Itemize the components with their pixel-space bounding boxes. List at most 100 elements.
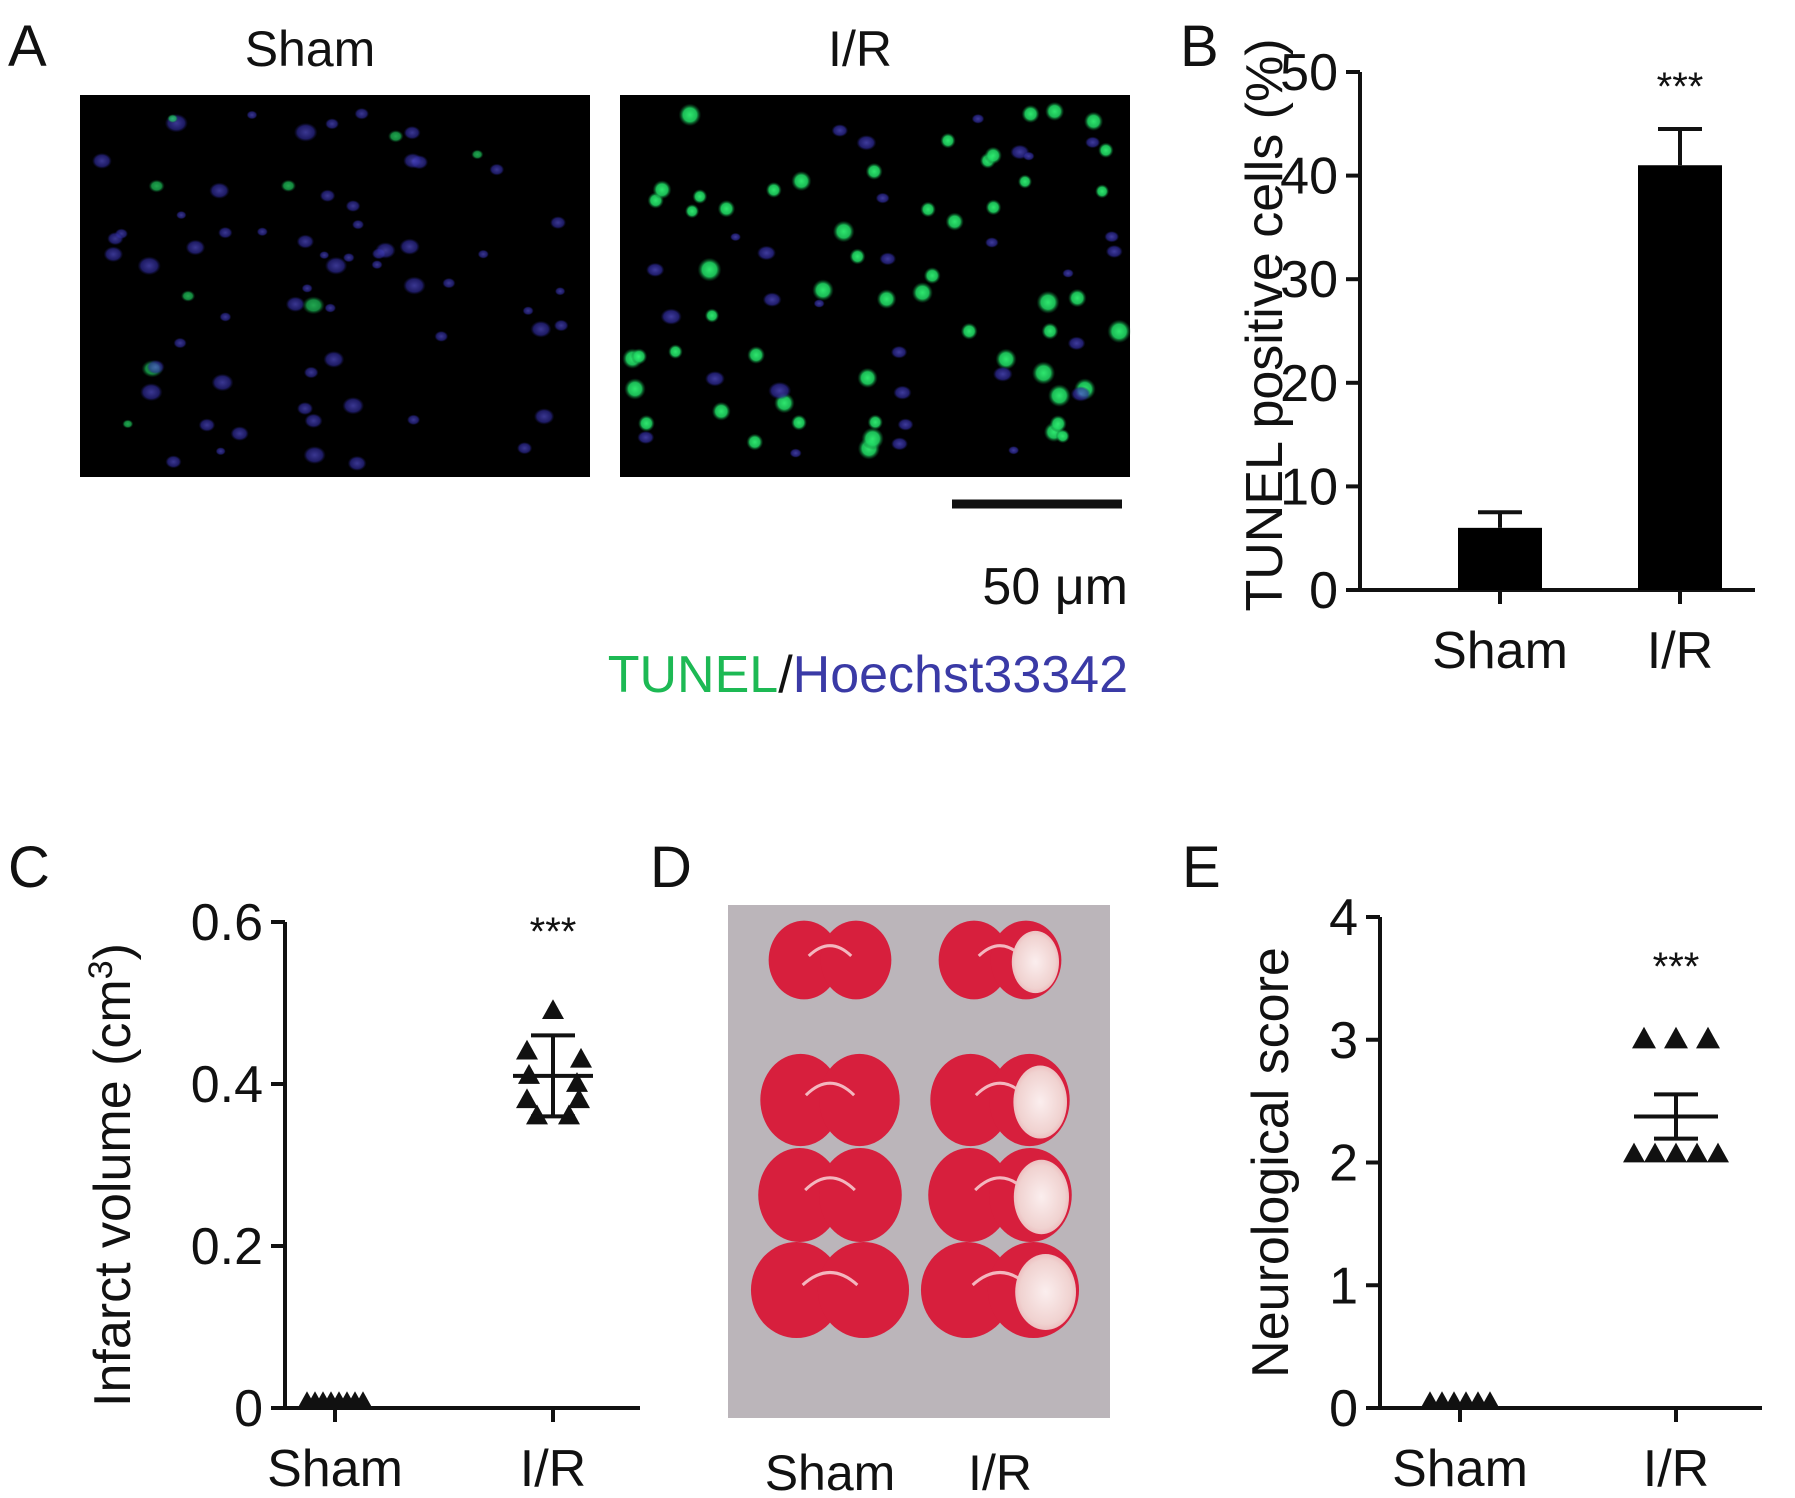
nucleus-hoechst [230,426,249,441]
nucleus-tunel [167,114,179,123]
y-axis-label-text: Infarct volume (cm [84,979,142,1407]
col-label-sham: Sham [245,21,376,77]
hemisphere-right [820,920,892,1000]
nucleus-hoechst [218,226,233,239]
nucleus-hoechst [325,118,340,130]
data-point-ir [1623,1142,1645,1163]
nucleus-hoechst [489,163,505,176]
nucleus-hoechst [971,113,985,124]
stain-legend-tunel: TUNEL [608,646,778,704]
nucleus-hoechst [533,408,555,425]
y-tick-label: 50 [1280,44,1338,102]
nucleus-hoechst [198,418,216,432]
scale-bar-label: 50 μm [982,558,1128,616]
nucleus-tunel [711,401,731,421]
nucleus-hoechst [92,152,112,169]
nucleus-hoechst [303,446,326,465]
y-tick-label: 0.2 [191,1218,263,1276]
brain-slice-sham [758,1147,902,1243]
nucleus-hoechst [209,182,230,199]
chart-infarct-volume: 0 0.2 0.4 0.6 Sham I/R *** Infarct volume (cm3) [82,894,640,1498]
nucleus-hoechst [319,251,330,260]
nucleus-tunel [624,378,646,400]
nucleus-hoechst [324,256,348,275]
hemisphere-left [768,920,840,1000]
nucleus-hoechst [893,385,912,400]
data-point-ir [570,1047,592,1068]
y-tick-label: 4 [1329,889,1358,947]
panel-letter-c: C [8,835,50,900]
nucleus-hoechst [354,107,369,120]
nucleus-tunel [1107,319,1131,344]
panel-e: E 0 1 2 3 4 Sham I/R *** Neurological score [1182,835,1762,1498]
nucleus-hoechst [891,437,909,451]
nucleus-tunel [471,149,484,160]
nucleus-hoechst [140,383,163,402]
nucleus-tunel [652,180,672,200]
y-tick-label: 0.6 [191,894,263,952]
panel-letter-d: D [650,835,692,900]
nucleus-hoechst [301,283,313,293]
y-axis-label: Neurological score [1242,947,1300,1378]
hemisphere-left [930,1053,1011,1147]
data-point-ir [1696,1026,1720,1049]
d-label-ir: I/R [968,1445,1032,1498]
x-tick-label: Sham [267,1440,403,1498]
nucleus-hoechst [319,189,336,202]
nucleus-hoechst [434,330,449,342]
micrograph-ir [620,95,1130,477]
nucleus-tunel [302,296,325,315]
nucleus-tunel [984,146,1002,165]
nucleus-tunel [1067,288,1087,308]
nucleus-hoechst [1022,151,1035,161]
nucleus-hoechst [399,238,420,255]
nucleus-tunel [812,279,834,301]
nucleus-tunel [1021,104,1040,124]
y-tick-label: 3 [1329,1012,1358,1070]
nucleus-hoechst [831,124,849,137]
hemisphere-right [818,1147,902,1243]
white-matter [807,944,853,958]
nucleus-tunel [1095,184,1110,199]
nucleus-hoechst [1104,230,1120,243]
brain-slice-sham [760,1053,900,1147]
nucleus-hoechst [553,319,569,332]
nucleus-hoechst [303,366,319,379]
nucleus-hoechst [549,216,567,230]
nucleus-hoechst [371,260,383,270]
brain-slice-sham [768,920,892,1000]
hemisphere-left [760,1053,841,1147]
x-tick-label: I/R [1647,622,1713,680]
nucleus-hoechst [176,210,187,220]
nucleus-hoechst [103,246,124,263]
bar [1458,527,1542,590]
nucleus-hoechst [107,231,124,246]
nucleus-hoechst [875,192,890,204]
nucleus-tunel [1031,361,1056,385]
nucleus-tunel [1045,101,1065,121]
nucleus-tunel [1055,428,1070,444]
nucleus-hoechst [211,373,234,392]
nucleus-tunel [791,170,812,192]
white-matter [801,1271,859,1287]
nucleus-tunel [849,248,866,265]
nucleus-tunel [387,130,404,143]
nucleus-tunel [697,257,722,282]
y-axis-label: Infarct volume (cm3) [82,943,142,1407]
nucleus-tunel [861,427,884,450]
data-point-ir [516,1088,538,1109]
nucleus-hoechst [342,397,365,415]
nucleus-hoechst [215,447,226,456]
hemisphere-left [920,1242,1013,1338]
nucleus-tunel [865,162,883,180]
brain-slice-ir [938,920,1062,1000]
nucleus-hoechst [897,418,914,431]
data-point-ir [1707,1142,1729,1163]
data-point-ir [1644,1142,1666,1163]
data-point-ir [1686,1142,1708,1163]
stain-legend-separator: / [778,646,793,704]
nucleus-hoechst [1070,386,1091,402]
data-point-ir [568,1088,590,1109]
nucleus-hoechst [375,242,396,259]
